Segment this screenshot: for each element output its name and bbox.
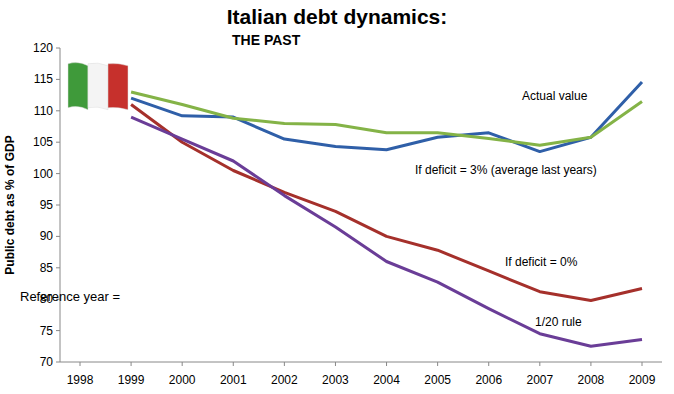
y-tick-label: 115 — [34, 72, 53, 86]
series-label: 1/20 rule — [535, 315, 582, 329]
y-tick — [56, 267, 60, 268]
annotation: Reference year = — [20, 289, 120, 304]
series-label: If deficit = 0% — [505, 255, 578, 269]
x-tick — [590, 362, 591, 366]
x-tick — [335, 362, 336, 366]
x-tick-label: 2008 — [578, 373, 605, 387]
y-tick — [56, 173, 60, 174]
x-axis — [60, 362, 662, 363]
y-tick-label: 105 — [33, 135, 53, 149]
y-tick — [56, 110, 60, 111]
x-tick-label: 2007 — [526, 373, 553, 387]
y-tick — [56, 142, 60, 143]
y-tick-label: 100 — [33, 167, 53, 181]
x-tick — [284, 362, 285, 366]
series-line — [131, 105, 642, 301]
y-tick-label: 90 — [40, 229, 54, 243]
series-label: If deficit = 3% (average last years) — [415, 163, 597, 177]
x-tick-label: 2006 — [475, 373, 502, 387]
y-tick-label: 110 — [34, 104, 53, 118]
x-tick — [233, 362, 234, 366]
x-tick — [539, 362, 540, 366]
y-tick-label: 95 — [40, 198, 54, 212]
x-tick-label: 2001 — [220, 373, 247, 387]
series-line — [131, 82, 642, 152]
y-tick-label: 75 — [40, 324, 54, 338]
x-tick-label: 2000 — [169, 373, 196, 387]
y-tick — [56, 79, 60, 80]
x-tick — [488, 362, 489, 366]
series-label: Actual value — [522, 89, 588, 103]
x-tick — [386, 362, 387, 366]
x-tick — [80, 362, 81, 366]
x-tick-label: 1998 — [67, 373, 94, 387]
x-tick — [437, 362, 438, 366]
subtitle: THE PAST — [232, 32, 301, 48]
x-tick-label: 1999 — [118, 373, 145, 387]
y-tick — [56, 236, 60, 237]
x-tick — [642, 362, 643, 366]
y-tick-label: 85 — [40, 261, 54, 275]
plot-area — [131, 82, 642, 346]
y-tick-label: 120 — [33, 41, 53, 55]
x-tick — [182, 362, 183, 366]
y-tick — [56, 362, 60, 363]
y-axis-label: Public debt as % of GDP — [3, 135, 17, 274]
x-tick-label: 2005 — [424, 373, 451, 387]
x-tick-label: 2009 — [629, 373, 656, 387]
series-line — [131, 117, 642, 346]
y-tick-label: 70 — [40, 355, 54, 369]
y-tick — [56, 48, 60, 49]
x-tick-label: 2004 — [373, 373, 400, 387]
y-tick — [56, 205, 60, 206]
chart: Italian debt dynamics: THE PAST Public deb… — [0, 0, 674, 394]
flag-icon — [68, 63, 128, 110]
flag-stripe — [88, 63, 108, 110]
flag-stripe — [108, 63, 128, 109]
x-tick-label: 2003 — [322, 373, 349, 387]
x-tick-label: 2002 — [271, 373, 298, 387]
y-tick — [56, 330, 60, 331]
x-tick — [131, 362, 132, 366]
flag-stripe — [68, 63, 88, 110]
title: Italian debt dynamics: — [227, 5, 448, 28]
